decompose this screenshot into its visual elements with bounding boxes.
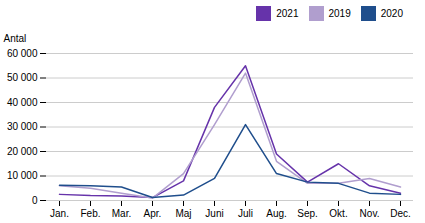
html-text:2019: 2019	[328, 7, 351, 19]
svg-text:60 000: 60 000	[7, 48, 38, 59]
svg-text:Juni: Juni	[205, 208, 223, 219]
svg-text:20 000: 20 000	[7, 146, 38, 157]
svg-text:50 000: 50 000	[7, 72, 38, 83]
svg-text:Okt.: Okt.	[329, 208, 347, 219]
svg-text:Feb.: Feb.	[80, 208, 100, 219]
svg-text:Apr.: Apr.	[144, 208, 162, 219]
svg-text:Sep.: Sep.	[297, 208, 318, 219]
svg-text:Maj: Maj	[175, 208, 191, 219]
html-text:2021: 2021	[276, 7, 299, 19]
svg-text:Juli: Juli	[238, 208, 253, 219]
svg-text:10 000: 10 000	[7, 170, 38, 181]
svg-text:Dec.: Dec.	[390, 208, 411, 219]
svg-text:Nov.: Nov.	[360, 208, 380, 219]
svg-text:30 000: 30 000	[7, 121, 38, 132]
svg-text:40 000: 40 000	[7, 97, 38, 108]
svg-text:Jan.: Jan.	[50, 208, 69, 219]
svg-text:Mar.: Mar.	[112, 208, 131, 219]
svg-text:Aug.: Aug.	[266, 208, 287, 219]
svg-text:0: 0	[32, 195, 38, 206]
svg-text:Antal: Antal	[4, 33, 27, 44]
html-text:2020: 2020	[380, 7, 403, 19]
